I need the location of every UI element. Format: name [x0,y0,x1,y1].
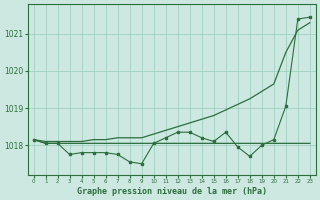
X-axis label: Graphe pression niveau de la mer (hPa): Graphe pression niveau de la mer (hPa) [77,187,267,196]
